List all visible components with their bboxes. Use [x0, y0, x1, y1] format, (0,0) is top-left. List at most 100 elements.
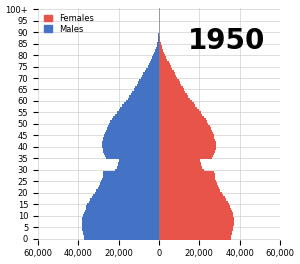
Bar	[132, 91, 159, 93]
Bar	[159, 63, 170, 65]
Bar	[159, 74, 176, 77]
Bar	[92, 196, 159, 199]
Bar	[103, 171, 159, 173]
Bar	[118, 164, 159, 166]
Bar	[159, 38, 160, 40]
Bar	[142, 74, 159, 77]
Bar	[158, 40, 159, 43]
Bar	[159, 65, 171, 68]
Bar	[122, 104, 159, 107]
Bar	[85, 208, 159, 210]
Bar	[102, 146, 159, 148]
Bar	[159, 36, 160, 38]
Bar	[159, 150, 215, 153]
Text: 1950: 1950	[188, 27, 266, 55]
Bar	[159, 178, 215, 180]
Bar	[154, 52, 159, 54]
Bar	[159, 116, 204, 118]
Bar	[159, 228, 232, 230]
Bar	[159, 162, 201, 164]
Bar	[159, 70, 174, 72]
Bar	[83, 230, 159, 233]
Bar	[158, 36, 159, 38]
Bar	[159, 91, 185, 93]
Bar	[159, 235, 231, 237]
Bar	[159, 49, 163, 52]
Bar	[82, 219, 159, 221]
Bar	[86, 205, 159, 208]
Bar	[159, 210, 232, 212]
Bar	[124, 102, 159, 104]
Bar	[159, 130, 212, 132]
Bar	[159, 40, 160, 43]
Bar	[159, 68, 172, 70]
Bar	[158, 38, 159, 40]
Bar	[158, 33, 159, 36]
Bar	[156, 47, 159, 49]
Bar	[157, 43, 159, 45]
Bar	[159, 180, 216, 182]
Bar	[115, 169, 159, 171]
Bar	[159, 201, 228, 203]
Bar	[88, 201, 159, 203]
Bar	[159, 100, 192, 102]
Bar	[84, 212, 159, 214]
Bar	[85, 210, 159, 212]
Bar	[159, 61, 169, 63]
Bar	[159, 123, 208, 125]
Bar	[134, 88, 159, 91]
Bar	[159, 194, 223, 196]
Bar	[141, 77, 159, 79]
Bar	[149, 63, 159, 65]
Bar	[128, 97, 159, 100]
Bar	[112, 118, 159, 120]
Bar	[159, 95, 188, 97]
Bar	[87, 203, 159, 205]
Bar	[159, 107, 197, 109]
Bar	[148, 65, 159, 68]
Bar	[103, 176, 159, 178]
Bar	[110, 120, 159, 123]
Bar	[129, 95, 159, 97]
Bar	[159, 171, 214, 173]
Bar	[159, 102, 194, 104]
Bar	[96, 189, 159, 192]
Bar	[83, 214, 159, 217]
Bar	[99, 185, 159, 187]
Bar	[159, 146, 216, 148]
Bar	[159, 84, 181, 86]
Bar	[82, 228, 159, 230]
Bar	[159, 88, 184, 91]
Bar	[159, 134, 214, 136]
Bar	[159, 226, 233, 228]
Bar	[159, 86, 182, 88]
Bar	[159, 176, 215, 178]
Bar	[159, 52, 164, 54]
Bar	[159, 221, 234, 224]
Bar	[159, 199, 226, 201]
Bar	[159, 104, 195, 107]
Bar	[159, 139, 215, 141]
Bar	[159, 72, 175, 74]
Bar	[159, 47, 162, 49]
Bar	[159, 155, 213, 157]
Bar	[159, 212, 232, 214]
Bar	[83, 233, 159, 235]
Bar	[108, 125, 159, 127]
Bar	[159, 59, 167, 61]
Bar	[143, 72, 159, 74]
Bar	[159, 214, 233, 217]
Bar	[159, 230, 232, 233]
Bar	[135, 86, 159, 88]
Bar	[153, 54, 159, 56]
Bar	[120, 107, 159, 109]
Bar	[159, 114, 202, 116]
Bar	[84, 235, 159, 237]
Bar	[136, 84, 159, 86]
Bar	[109, 123, 159, 125]
Bar	[159, 148, 216, 150]
Bar	[93, 194, 159, 196]
Bar	[82, 224, 159, 226]
Bar	[118, 159, 159, 162]
Bar	[159, 169, 204, 171]
